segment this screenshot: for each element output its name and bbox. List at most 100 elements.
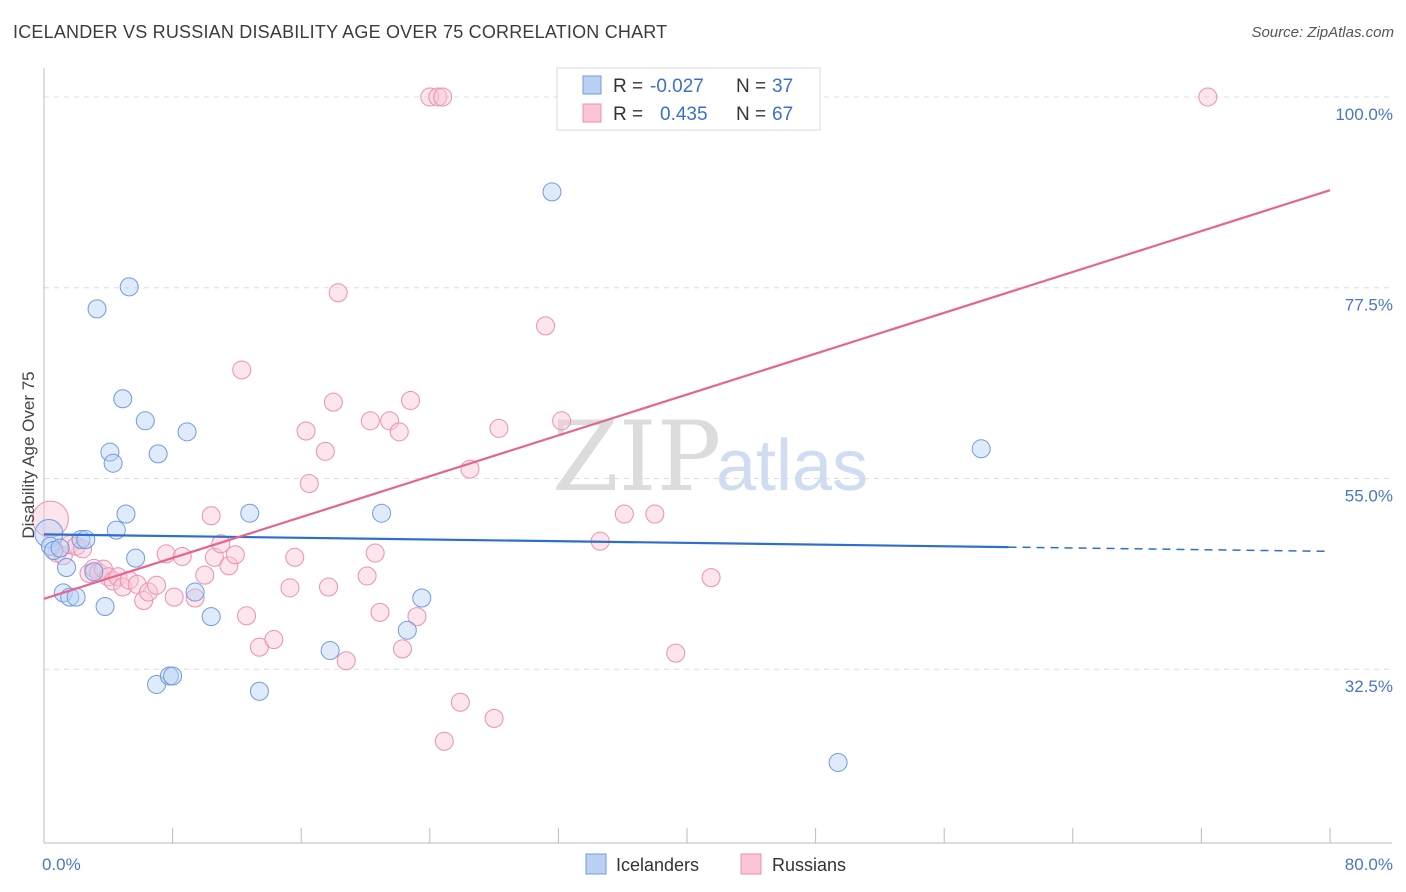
russians-point-27 bbox=[219, 556, 239, 576]
y-tick-label-1: 55.0% bbox=[1345, 486, 1393, 505]
russians-point-54 bbox=[434, 731, 454, 751]
gridlines bbox=[44, 96, 1392, 670]
russians-point-43 bbox=[360, 411, 380, 431]
icelanders-point-28 bbox=[240, 503, 260, 523]
russians-point-29 bbox=[232, 360, 252, 380]
russians-point-55 bbox=[450, 692, 470, 712]
russians-point-18 bbox=[147, 575, 167, 595]
russians-point-57 bbox=[484, 708, 504, 728]
watermark-atlas: atlas bbox=[716, 426, 868, 506]
bottom-legend-russians-swatch bbox=[740, 853, 762, 875]
watermark-zip: ZIP bbox=[552, 401, 721, 513]
icelanders-point-11 bbox=[87, 299, 107, 319]
icelanders-point-5 bbox=[57, 557, 77, 577]
russians-point-39 bbox=[323, 392, 343, 412]
russians-point-30 bbox=[237, 606, 257, 626]
icelanders-point-26 bbox=[185, 582, 205, 602]
legend-r-label: R = bbox=[613, 76, 643, 97]
russians-point-58 bbox=[489, 418, 509, 438]
icelanders-point-34 bbox=[542, 182, 562, 202]
icelanders-point-20 bbox=[135, 411, 155, 431]
russians-trend-line bbox=[43, 189, 1331, 600]
russians-point-21 bbox=[172, 546, 192, 566]
russians-point-40 bbox=[328, 283, 348, 303]
russians-point-44 bbox=[365, 543, 385, 563]
russians-point-38 bbox=[319, 577, 339, 597]
russians-point-32 bbox=[264, 630, 284, 650]
icelanders-point-25 bbox=[177, 422, 197, 442]
icelanders-point-13 bbox=[100, 442, 120, 462]
russians-point-45 bbox=[370, 602, 390, 622]
bottom-legend-icelanders: Icelanders bbox=[616, 855, 699, 875]
russians-point-46 bbox=[380, 411, 400, 431]
russians-point-66 bbox=[1198, 87, 1218, 107]
icelanders-point-10 bbox=[84, 562, 104, 582]
russians-point-47 bbox=[389, 422, 409, 442]
russians-point-52 bbox=[428, 87, 448, 107]
russians-point-37 bbox=[315, 441, 335, 461]
trend-lines bbox=[43, 189, 1331, 600]
russians-point-12 bbox=[108, 567, 128, 587]
icelanders-trend-extension bbox=[1008, 546, 1331, 553]
legend-russians-n: 67 bbox=[772, 104, 793, 125]
watermark: ZIP atlas bbox=[552, 401, 868, 513]
russians-point-62 bbox=[614, 504, 634, 524]
icelanders-point-31 bbox=[372, 503, 392, 523]
russians-point-34 bbox=[285, 547, 305, 567]
legend-n-label: N = bbox=[736, 76, 766, 97]
legend-n-label-2: N = bbox=[736, 104, 766, 125]
russians-point-36 bbox=[299, 474, 319, 494]
russians-points bbox=[31, 87, 1218, 751]
russians-point-49 bbox=[401, 390, 421, 410]
chart-title: ICELANDER VS RUSSIAN DISABILITY AGE OVER… bbox=[13, 22, 668, 42]
russians-point-53 bbox=[433, 87, 453, 107]
russians-point-65 bbox=[701, 568, 721, 588]
x-tick-labels: 0.0% 80.0% bbox=[42, 855, 1393, 874]
icelanders-point-32 bbox=[397, 620, 417, 640]
icelanders-point-17 bbox=[116, 504, 136, 524]
russians-point-2 bbox=[53, 546, 73, 566]
icelanders-point-9 bbox=[76, 529, 96, 549]
legend-box: R = -0.027 N = 37 R = 0.435 N = 67 bbox=[556, 67, 821, 131]
russians-point-60 bbox=[552, 411, 572, 431]
russians-point-17 bbox=[138, 582, 158, 602]
icelanders-point-14 bbox=[103, 453, 123, 473]
icelanders-point-16 bbox=[113, 389, 133, 409]
y-tick-labels: 32.5% 55.0% 77.5% 100.0% bbox=[1335, 105, 1393, 696]
russians-point-20 bbox=[164, 587, 184, 607]
russians-point-42 bbox=[357, 566, 377, 586]
russians-point-41 bbox=[336, 651, 356, 671]
legend-russians-swatch bbox=[582, 103, 602, 123]
russians-point-22 bbox=[185, 588, 205, 608]
icelanders-point-30 bbox=[320, 641, 340, 661]
icelanders-point-3 bbox=[50, 538, 70, 558]
russians-point-33 bbox=[280, 578, 300, 598]
y-tick-label-3: 100.0% bbox=[1335, 105, 1393, 124]
russians-point-35 bbox=[296, 421, 316, 441]
russians-point-23 bbox=[195, 565, 215, 585]
y-axis-label: Disability Age Over 75 bbox=[19, 371, 38, 538]
russians-point-64 bbox=[666, 643, 686, 663]
bottom-legend-russians: Russians bbox=[772, 855, 846, 875]
icelanders-point-35 bbox=[828, 752, 848, 772]
icelanders-point-21 bbox=[148, 444, 168, 464]
icelanders-point-19 bbox=[126, 548, 146, 568]
icelanders-point-29 bbox=[249, 681, 269, 701]
x-tick-label-1: 80.0% bbox=[1345, 855, 1393, 874]
icelanders-point-18 bbox=[119, 277, 139, 297]
bottom-legend: Icelanders Russians bbox=[585, 853, 846, 875]
legend-russians-r: 0.435 bbox=[660, 104, 708, 125]
icelanders-point-27 bbox=[201, 607, 221, 627]
bottom-legend-icelanders-swatch bbox=[585, 853, 607, 875]
legend-r-label-2: R = bbox=[613, 104, 643, 125]
legend-icelanders-r: -0.027 bbox=[650, 76, 704, 97]
icelanders-trend-line bbox=[43, 533, 1009, 549]
russians-point-50 bbox=[407, 607, 427, 627]
russians-point-63 bbox=[645, 504, 665, 524]
russians-point-15 bbox=[127, 574, 147, 594]
icelanders-point-12 bbox=[95, 596, 115, 616]
icelanders-point-33 bbox=[412, 588, 432, 608]
russians-point-48 bbox=[392, 639, 412, 659]
icelanders-point-24 bbox=[163, 666, 183, 686]
